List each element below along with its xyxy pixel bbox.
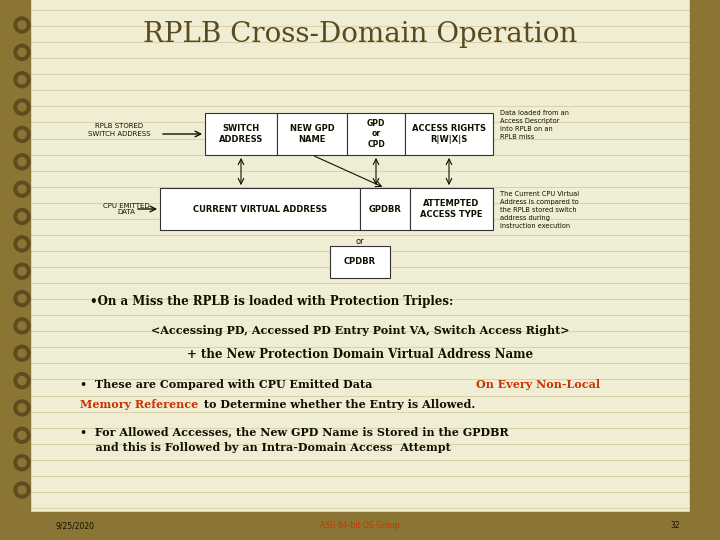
Circle shape [18,322,26,330]
Text: + the New Protection Domain Virtual Address Name: + the New Protection Domain Virtual Addr… [187,348,533,361]
Bar [690,0,720,540]
Bar [160,188,360,230]
Circle shape [18,294,26,302]
Text: •  For Allowed Accesses, the New GPD Name is Stored in the GPDBR
    and this is: • For Allowed Accesses, the New GPD Name… [80,427,508,453]
Bar [347,113,405,155]
Circle shape [18,431,26,440]
Circle shape [14,400,30,416]
Circle shape [18,349,26,357]
Bar [30,512,690,540]
Circle shape [14,126,30,143]
Text: <Accessing PD, Accessed PD Entry Point VA, Switch Access Right>: <Accessing PD, Accessed PD Entry Point V… [150,325,570,335]
Circle shape [14,236,30,252]
Text: •  These are Compared with CPU Emitted Data: • These are Compared with CPU Emitted Da… [80,379,377,389]
Circle shape [14,181,30,197]
Bar [330,246,390,278]
Circle shape [14,482,30,498]
Text: Memory Reference: Memory Reference [80,399,198,409]
Text: CPDBR: CPDBR [344,258,376,267]
Circle shape [18,131,26,138]
Text: ACCESS RIGHTS
R|W|X|S: ACCESS RIGHTS R|W|X|S [412,124,486,144]
Text: SWITCH
ADDRESS: SWITCH ADDRESS [219,124,263,144]
Circle shape [18,486,26,494]
Circle shape [14,99,30,115]
Circle shape [18,103,26,111]
Circle shape [18,240,26,248]
Bar [360,188,410,230]
Circle shape [14,345,30,361]
Circle shape [18,212,26,220]
Text: RPLB STORED
SWITCH ADDRESS: RPLB STORED SWITCH ADDRESS [88,124,150,137]
Bar [277,113,347,155]
Circle shape [18,158,26,166]
Text: RPLB Cross-Domain Operation: RPLB Cross-Domain Operation [143,22,577,49]
Circle shape [14,291,30,307]
Circle shape [14,72,30,87]
Text: NEW GPD
NAME: NEW GPD NAME [289,124,334,144]
Circle shape [18,185,26,193]
Circle shape [18,458,26,467]
Circle shape [14,318,30,334]
Circle shape [18,76,26,84]
Circle shape [14,455,30,471]
Circle shape [14,17,30,33]
Circle shape [18,376,26,384]
Text: or: or [356,238,364,246]
Text: ASU 64-bit OS Group: ASU 64-bit OS Group [320,522,400,530]
Circle shape [18,49,26,56]
Text: GPDBR: GPDBR [369,205,402,213]
Circle shape [18,404,26,412]
Circle shape [14,427,30,443]
Text: CURRENT VIRTUAL ADDRESS: CURRENT VIRTUAL ADDRESS [193,205,327,213]
Circle shape [14,208,30,225]
Text: •On a Miss the RPLB is loaded with Protection Triples:: •On a Miss the RPLB is loaded with Prote… [90,295,454,308]
Text: The Current CPU Virtual
Address is compared to
the RPLB stored switch
address du: The Current CPU Virtual Address is compa… [500,191,579,229]
Bar [410,188,493,230]
Bar [0,0,30,540]
Text: to Determine whether the Entry is Allowed.: to Determine whether the Entry is Allowe… [200,399,475,409]
Text: On Every Non-Local: On Every Non-Local [476,379,600,389]
Text: GPD
or
CPD: GPD or CPD [366,119,385,149]
Circle shape [14,154,30,170]
Bar [405,113,493,155]
Text: ATTEMPTED
ACCESS TYPE: ATTEMPTED ACCESS TYPE [420,199,482,219]
Circle shape [14,263,30,279]
Circle shape [18,21,26,29]
Text: CPU EMITTED
DATA: CPU EMITTED DATA [104,202,150,215]
Bar [205,113,277,155]
Circle shape [18,267,26,275]
Text: Data loaded from an
Access Descriptor
into RPLB on an
RPLB miss: Data loaded from an Access Descriptor in… [500,110,569,140]
Text: 32: 32 [670,522,680,530]
Circle shape [14,373,30,389]
Circle shape [14,44,30,60]
Text: 9/25/2020: 9/25/2020 [55,522,94,530]
